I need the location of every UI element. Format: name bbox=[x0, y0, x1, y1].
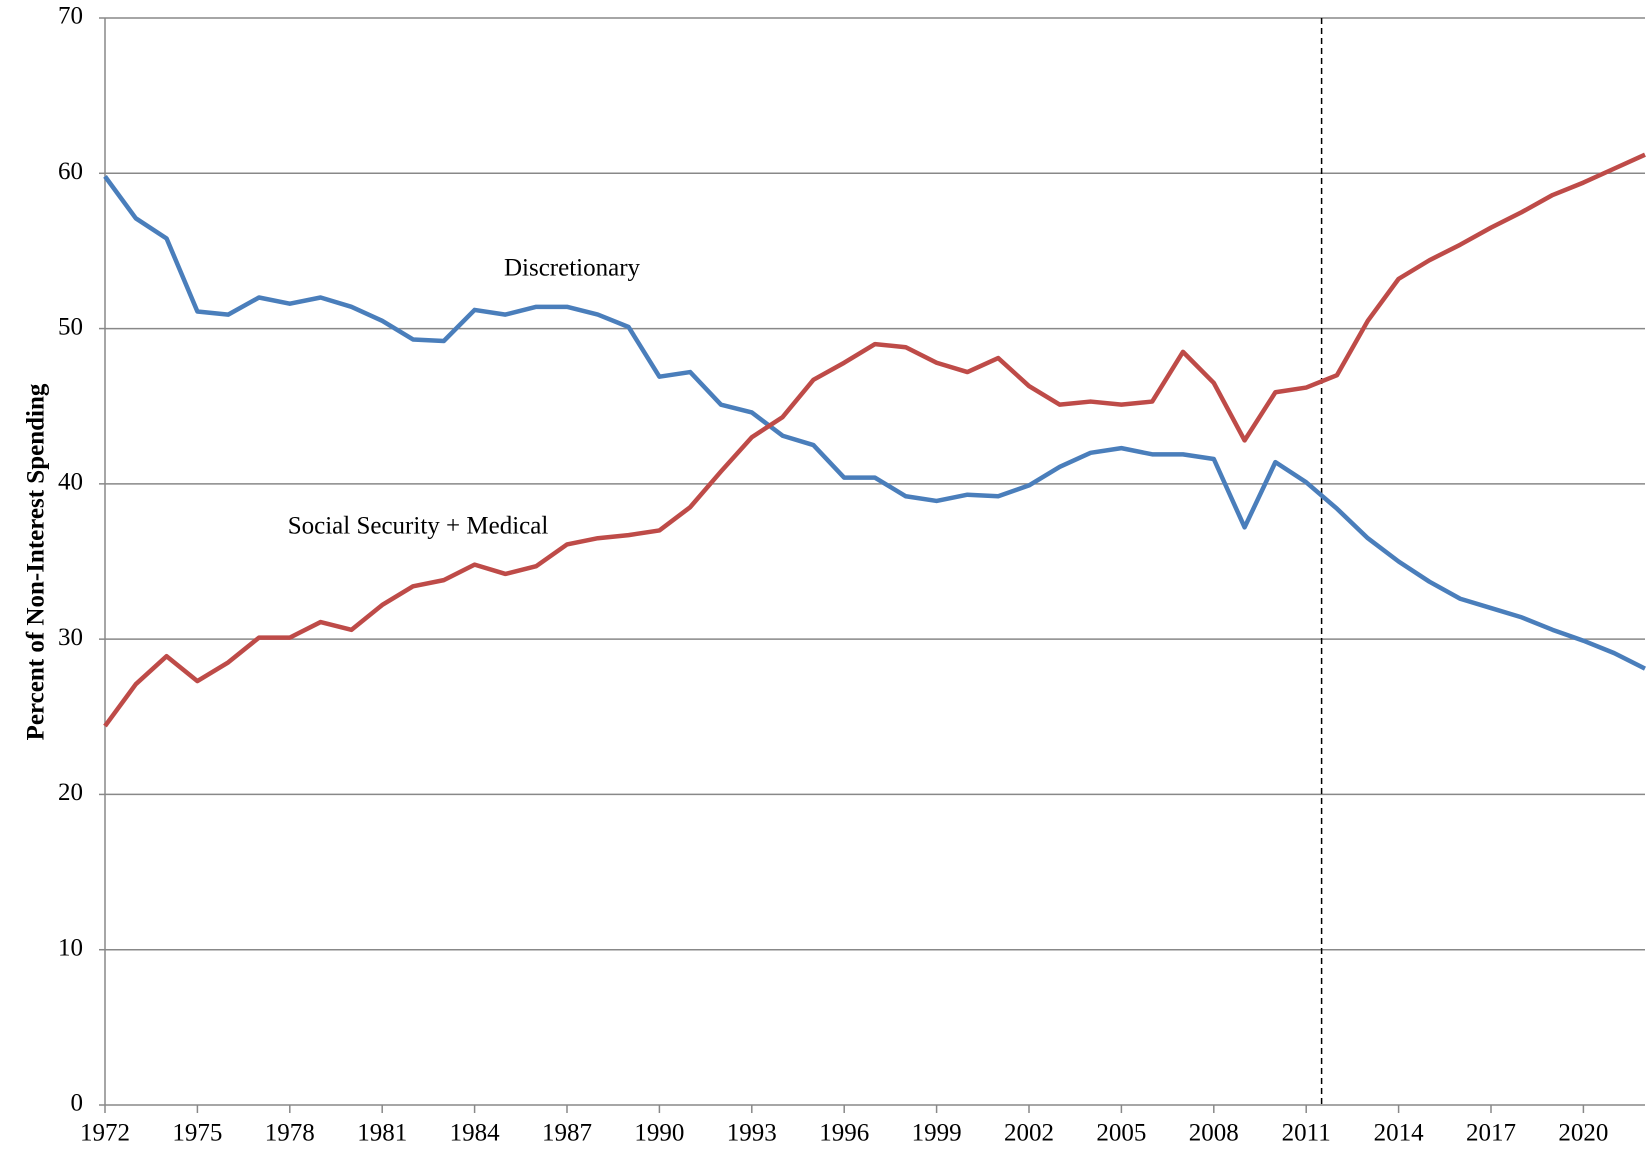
x-tick-label: 2002 bbox=[1004, 1120, 1054, 1147]
series-line bbox=[103, 175, 1646, 671]
series-label: Social Security + Medical bbox=[288, 513, 549, 540]
x-tick-label: 1978 bbox=[265, 1120, 315, 1147]
x-tick-label: 1987 bbox=[542, 1120, 592, 1147]
y-tick-label: 20 bbox=[58, 779, 83, 806]
x-tick-label: 1972 bbox=[80, 1120, 130, 1147]
x-tick-label: 2008 bbox=[1189, 1120, 1239, 1147]
x-tick-label: 2005 bbox=[1096, 1120, 1146, 1147]
x-tick-label: 1981 bbox=[357, 1120, 407, 1147]
x-tick-label: 2020 bbox=[1558, 1120, 1608, 1147]
x-tick-label: 2017 bbox=[1466, 1120, 1516, 1147]
x-tick-label: 1993 bbox=[727, 1120, 777, 1147]
y-axis-title: Percent of Non-Interest Spending bbox=[23, 383, 50, 740]
y-tick-label: 0 bbox=[71, 1090, 84, 1117]
series-line bbox=[103, 152, 1646, 728]
x-tick-label: 1996 bbox=[819, 1120, 869, 1147]
x-tick-label: 2014 bbox=[1374, 1120, 1425, 1147]
y-tick-label: 10 bbox=[58, 934, 83, 961]
series-label: Discretionary bbox=[504, 255, 641, 282]
y-tick-label: 70 bbox=[58, 3, 83, 30]
x-tick-label: 1984 bbox=[450, 1120, 501, 1147]
y-tick-label: 60 bbox=[58, 158, 83, 185]
x-tick-label: 1975 bbox=[172, 1120, 222, 1147]
y-tick-label: 40 bbox=[58, 469, 83, 496]
x-tick-label: 1999 bbox=[912, 1120, 962, 1147]
x-tick-label: 1990 bbox=[634, 1120, 684, 1147]
y-tick-label: 50 bbox=[58, 313, 83, 340]
y-tick-label: 30 bbox=[58, 624, 83, 651]
x-tick-label: 2011 bbox=[1282, 1120, 1331, 1147]
